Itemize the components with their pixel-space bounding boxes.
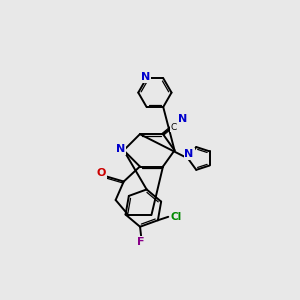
- Text: N: N: [178, 114, 187, 124]
- Text: F: F: [137, 237, 145, 247]
- Text: N: N: [141, 72, 150, 82]
- Text: C: C: [171, 122, 177, 131]
- Text: Cl: Cl: [171, 212, 182, 222]
- Text: N: N: [116, 144, 126, 154]
- Text: N: N: [184, 149, 194, 159]
- Text: O: O: [97, 168, 106, 178]
